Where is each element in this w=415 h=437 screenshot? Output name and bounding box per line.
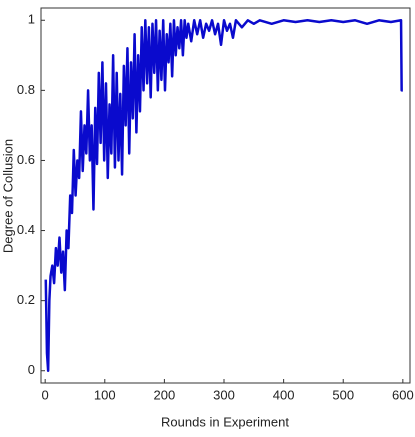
- data-line: [44, 19, 403, 372]
- x-tick-label: 0: [42, 387, 49, 402]
- y-tick-label: 0: [28, 362, 35, 377]
- y-tick-label: 0.6: [17, 152, 35, 167]
- y-tick-label: 0.4: [17, 222, 35, 237]
- x-tick-label: 200: [154, 387, 176, 402]
- y-tick-label: 1: [28, 12, 35, 27]
- plot-frame: [40, 7, 411, 384]
- x-tick-label: 500: [332, 387, 354, 402]
- x-tick-label: 300: [213, 387, 235, 402]
- x-axis-label: Rounds in Experiment: [161, 414, 289, 429]
- x-tick-label: 400: [273, 387, 295, 402]
- y-tick-label: 0.8: [17, 82, 35, 97]
- y-axis-label: Degree of Collusion: [0, 139, 15, 253]
- x-tick-label: 600: [392, 387, 414, 402]
- y-tick-label: 0.2: [17, 292, 35, 307]
- x-tick-label: 100: [94, 387, 116, 402]
